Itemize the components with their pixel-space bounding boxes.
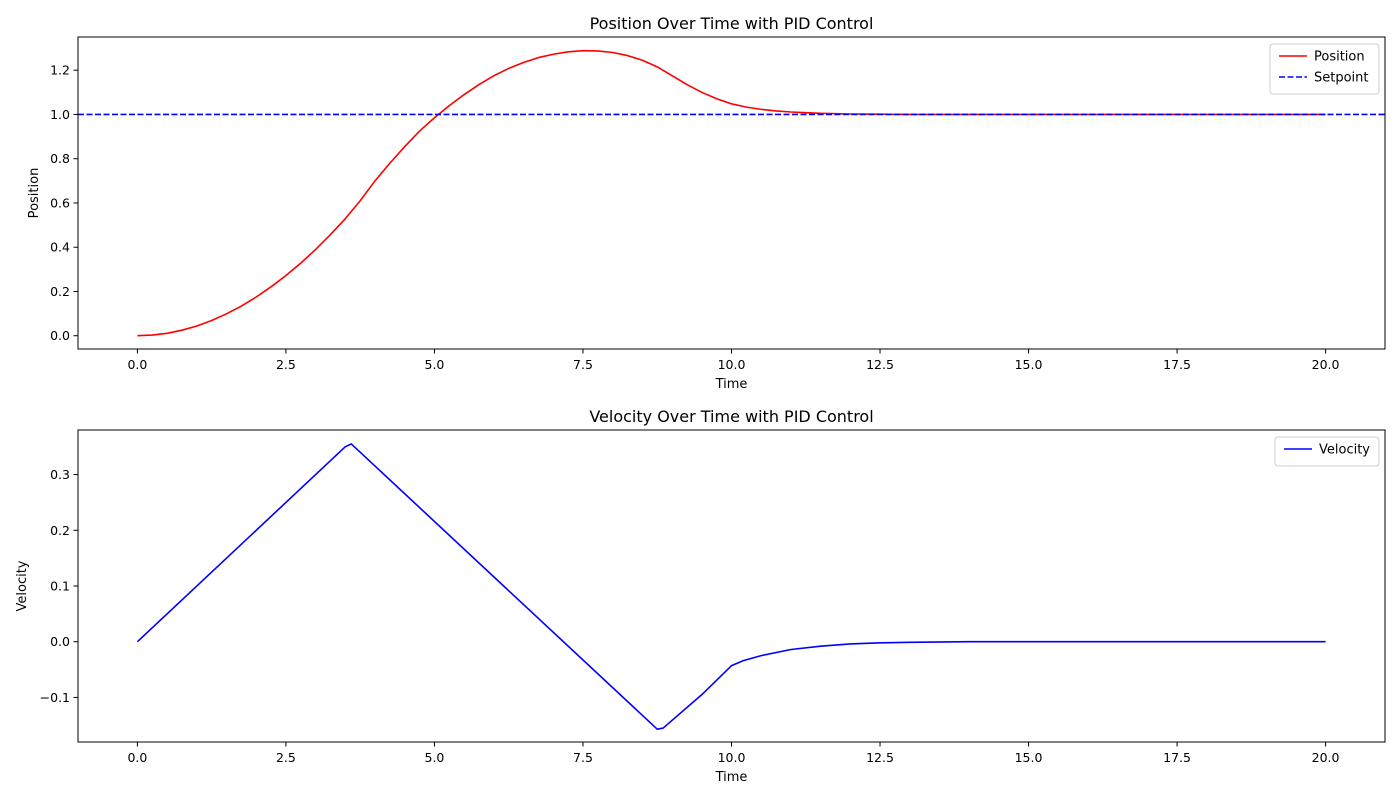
legend: Position Setpoint [1269, 43, 1380, 95]
x-axis-label: Time [715, 770, 748, 785]
y-tick-label: −0.1 [40, 690, 70, 705]
x-tick-label: 0.0 [127, 750, 147, 765]
x-tick-label: 20.0 [1312, 750, 1340, 765]
x-tick-label: 2.5 [276, 357, 296, 372]
legend-label-velocity: Velocity [1319, 443, 1370, 458]
x-tick-label: 7.5 [573, 357, 593, 372]
x-tick-label: 5.0 [425, 750, 445, 765]
legend-label-setpoint: Setpoint [1314, 71, 1369, 86]
series-line-velocity [136, 443, 1326, 730]
y-tick-label: 1.0 [50, 107, 70, 122]
chart-panel-1: 0.0 2.5 5.0 7.5 10.0 12.5 15.0 17.5 20.0 0.0 0.2 0.… [27, 14, 1386, 392]
series-line-position [137, 49, 1326, 337]
y-tick-label: 0.6 [50, 195, 70, 210]
x-tick-label: 15.0 [1015, 750, 1043, 765]
x-tick-label: 12.5 [866, 357, 894, 372]
y-tick-label: 0.8 [50, 151, 70, 166]
y-tick-label: 0.0 [50, 634, 70, 649]
y-tick-label: 0.2 [50, 523, 70, 538]
y-tick-label: 0.4 [50, 240, 70, 255]
x-tick-label: 15.0 [1015, 357, 1043, 372]
y-tick-label: 0.2 [50, 284, 70, 299]
chart-panel-2: 0.0 2.5 5.0 7.5 10.0 12.5 15.0 17.5 20.0 −0.1 0.0 0… [15, 407, 1386, 785]
x-tick-label: 7.5 [573, 750, 593, 765]
y-tick-label: 0.1 [50, 579, 70, 594]
x-tick-label: 17.5 [1163, 357, 1191, 372]
x-axis-label: Time [715, 377, 748, 392]
y-tick-label: 0.0 [50, 328, 70, 343]
x-tick-label: 10.0 [718, 357, 746, 372]
legend-box [1274, 436, 1380, 467]
x-tick-label: 0.0 [127, 357, 147, 372]
x-tick-label: 12.5 [866, 750, 894, 765]
y-axis-label: Velocity [15, 560, 30, 611]
x-tick-label: 5.0 [425, 357, 445, 372]
y-tick-label: 0.3 [50, 467, 70, 482]
chart-title: Position Over Time with PID Control [590, 14, 874, 33]
x-tick-label: 20.0 [1312, 357, 1340, 372]
y-axis-label: Position [27, 168, 42, 219]
legend: Velocity [1274, 436, 1380, 467]
axes-frame [77, 429, 1386, 743]
chart-title: Velocity Over Time with PID Control [589, 407, 873, 426]
y-tick-label: 1.2 [50, 63, 70, 78]
x-tick-label: 2.5 [276, 750, 296, 765]
x-tick-label: 10.0 [718, 750, 746, 765]
legend-label-position: Position [1314, 50, 1365, 65]
x-tick-label: 17.5 [1163, 750, 1191, 765]
axes-frame [77, 36, 1386, 350]
